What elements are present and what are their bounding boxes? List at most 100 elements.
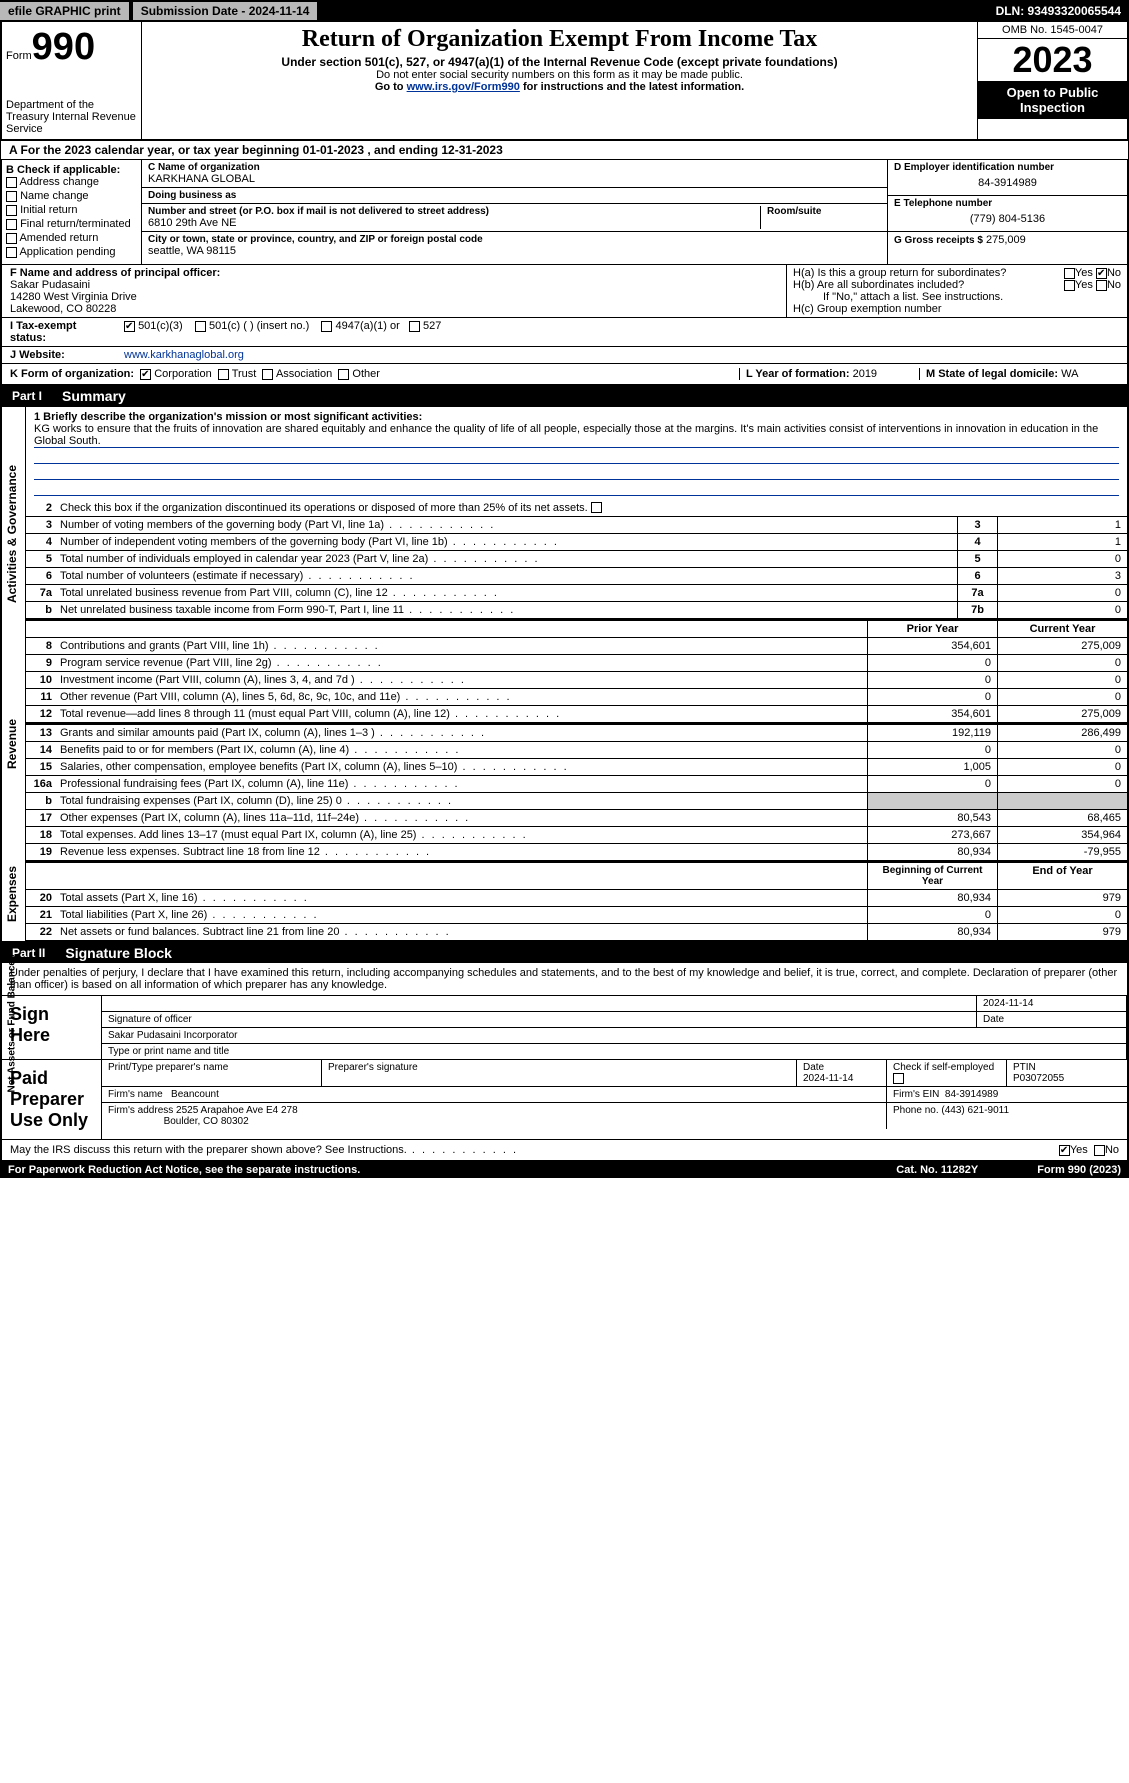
line-12: 12 Total revenue—add lines 8 through 11 …: [26, 706, 1127, 723]
row-a-tax-year: A For the 2023 calendar year, or tax yea…: [0, 141, 1129, 160]
line-22: 22 Net assets or fund balances. Subtract…: [26, 924, 1127, 941]
section-b: B Check if applicable: Address change Na…: [2, 160, 142, 264]
subtitle-2: Do not enter social security numbers on …: [150, 69, 969, 81]
dba-label: Doing business as: [148, 190, 881, 201]
cb-trust[interactable]: [218, 369, 229, 380]
section-bcd: B Check if applicable: Address change Na…: [0, 160, 1129, 265]
vtab-rev: Revenue: [5, 694, 19, 794]
line-18: 18 Total expenses. Add lines 13–17 (must…: [26, 827, 1127, 844]
vtab-exp: Expenses: [5, 844, 19, 944]
website-link[interactable]: www.karkhanaglobal.org: [124, 349, 244, 361]
line-15: 15 Salaries, other compensation, employe…: [26, 759, 1127, 776]
prep-name-label: Print/Type preparer's name: [102, 1060, 322, 1086]
ha-no-cb[interactable]: [1096, 268, 1107, 279]
l-label: L Year of formation:: [746, 368, 850, 380]
page-footer: For Paperwork Reduction Act Notice, see …: [0, 1162, 1129, 1178]
tax-year: 2023: [978, 39, 1127, 81]
m-value: WA: [1061, 368, 1078, 380]
firm-addr1: 2525 Arapahoe Ave E4 278: [176, 1105, 298, 1116]
cb-501c3[interactable]: [124, 321, 135, 332]
line-9: 9 Program service revenue (Part VIII, li…: [26, 655, 1127, 672]
cb-other[interactable]: [338, 369, 349, 380]
cb-corporation[interactable]: [140, 369, 151, 380]
cb-amended-return[interactable]: Amended return: [6, 232, 137, 244]
hb-label: H(b) Are all subordinates included?: [793, 279, 964, 291]
footer-left: For Paperwork Reduction Act Notice, see …: [8, 1164, 837, 1176]
cb-initial-return[interactable]: Initial return: [6, 204, 137, 216]
topbar: efile GRAPHIC print Submission Date - 20…: [0, 0, 1129, 22]
line-21: 21 Total liabilities (Part X, line 26) 0…: [26, 907, 1127, 924]
tel-value: (779) 804-5136: [894, 209, 1121, 229]
omb-number: OMB No. 1545-0047: [978, 22, 1127, 39]
line-6: 6 Total number of volunteers (estimate i…: [26, 568, 1127, 585]
section-f: F Name and address of principal officer:…: [2, 265, 787, 317]
cb-501c[interactable]: [195, 321, 206, 332]
irs-discuss-row: May the IRS discuss this return with the…: [2, 1139, 1127, 1160]
submission-date: Submission Date - 2024-11-14: [133, 2, 318, 20]
hc-label: H(c) Group exemption number: [793, 303, 1121, 315]
tel-label: E Telephone number: [894, 198, 1121, 209]
footer-mid: Cat. No. 11282Y: [837, 1164, 1037, 1176]
cb-4947[interactable]: [321, 321, 332, 332]
officer-name: Sakar Pudasaini: [10, 279, 778, 291]
gross-label: G Gross receipts $: [894, 235, 983, 246]
part1-header: Part I Summary: [0, 386, 1129, 406]
irs-link[interactable]: www.irs.gov/Form990: [407, 81, 520, 93]
cb-name-change[interactable]: Name change: [6, 190, 137, 202]
k-label: K Form of organization:: [10, 368, 134, 380]
line-10: 10 Investment income (Part VIII, column …: [26, 672, 1127, 689]
vtab-container: Activities & Governance Revenue Expenses…: [2, 407, 26, 941]
org-name: KARKHANA GLOBAL: [148, 173, 881, 185]
ein-label: D Employer identification number: [894, 162, 1121, 173]
form-header: Form990 Department of the Treasury Inter…: [0, 22, 1129, 141]
efile-label: efile GRAPHIC print: [0, 2, 129, 20]
firm-ein: 84-3914989: [945, 1089, 998, 1100]
hb-no-cb[interactable]: [1096, 280, 1107, 291]
hb-yes-cb[interactable]: [1064, 280, 1075, 291]
line-2: 2 Check this box if the organization dis…: [26, 500, 1127, 517]
f-label: F Name and address of principal officer:: [10, 267, 778, 279]
street-address: 6810 29th Ave NE: [148, 217, 760, 229]
form-label: Form: [6, 50, 32, 62]
prep-date: 2024-11-14: [803, 1073, 853, 1084]
mission-text: KG works to ensure that the fruits of in…: [34, 423, 1119, 448]
firm-name: Beancount: [171, 1089, 219, 1100]
sig-officer-label: Signature of officer: [102, 1012, 977, 1027]
line-14: 14 Benefits paid to or for members (Part…: [26, 742, 1127, 759]
type-label: Type or print name and title: [102, 1044, 1127, 1059]
section-fh: F Name and address of principal officer:…: [0, 265, 1129, 318]
line-5: 5 Total number of individuals employed i…: [26, 551, 1127, 568]
line-7a: 7a Total unrelated business revenue from…: [26, 585, 1127, 602]
vtab-gov: Activities & Governance: [5, 444, 19, 624]
cb-final-return[interactable]: Final return/terminated: [6, 218, 137, 230]
m-label: M State of legal domicile:: [926, 368, 1058, 380]
cb-application-pending[interactable]: Application pending: [6, 246, 137, 258]
cb-527[interactable]: [409, 321, 420, 332]
subtitle-3: Go to www.irs.gov/Form990 for instructio…: [150, 81, 969, 93]
line-17: 17 Other expenses (Part IX, column (A), …: [26, 810, 1127, 827]
j-label: J Website:: [2, 347, 122, 363]
ha-yes-cb[interactable]: [1064, 268, 1075, 279]
prior-year-hdr: Prior Year: [867, 621, 997, 637]
mission-label: 1 Briefly describe the organization's mi…: [34, 411, 1119, 423]
discuss-yes-cb[interactable]: [1059, 1145, 1070, 1156]
signature-section: Under penalties of perjury, I declare th…: [0, 963, 1129, 1162]
c-name-label: C Name of organization: [148, 162, 881, 173]
officer-addr2: Lakewood, CO 80228: [10, 303, 778, 315]
line-3: 3 Number of voting members of the govern…: [26, 517, 1127, 534]
discuss-no-cb[interactable]: [1094, 1145, 1105, 1156]
cb-discontinued[interactable]: [591, 502, 602, 513]
form-title: Return of Organization Exempt From Incom…: [150, 26, 969, 53]
sig-date1: 2024-11-14: [977, 996, 1127, 1011]
hb-note: If "No," attach a list. See instructions…: [793, 291, 1121, 303]
cb-association[interactable]: [262, 369, 273, 380]
cb-address-change[interactable]: Address change: [6, 176, 137, 188]
row-j: J Website: www.karkhanaglobal.org: [0, 347, 1129, 364]
section-c: C Name of organization KARKHANA GLOBAL D…: [142, 160, 887, 264]
section-h: H(a) Is this a group return for subordin…: [787, 265, 1127, 317]
row-klm: K Form of organization: Corporation Trus…: [0, 364, 1129, 386]
gross-value: 275,009: [986, 234, 1026, 246]
date-label: Date: [977, 1012, 1127, 1027]
check-self-employed[interactable]: Check if self-employed: [887, 1060, 1007, 1086]
end-year-hdr: End of Year: [997, 863, 1127, 889]
